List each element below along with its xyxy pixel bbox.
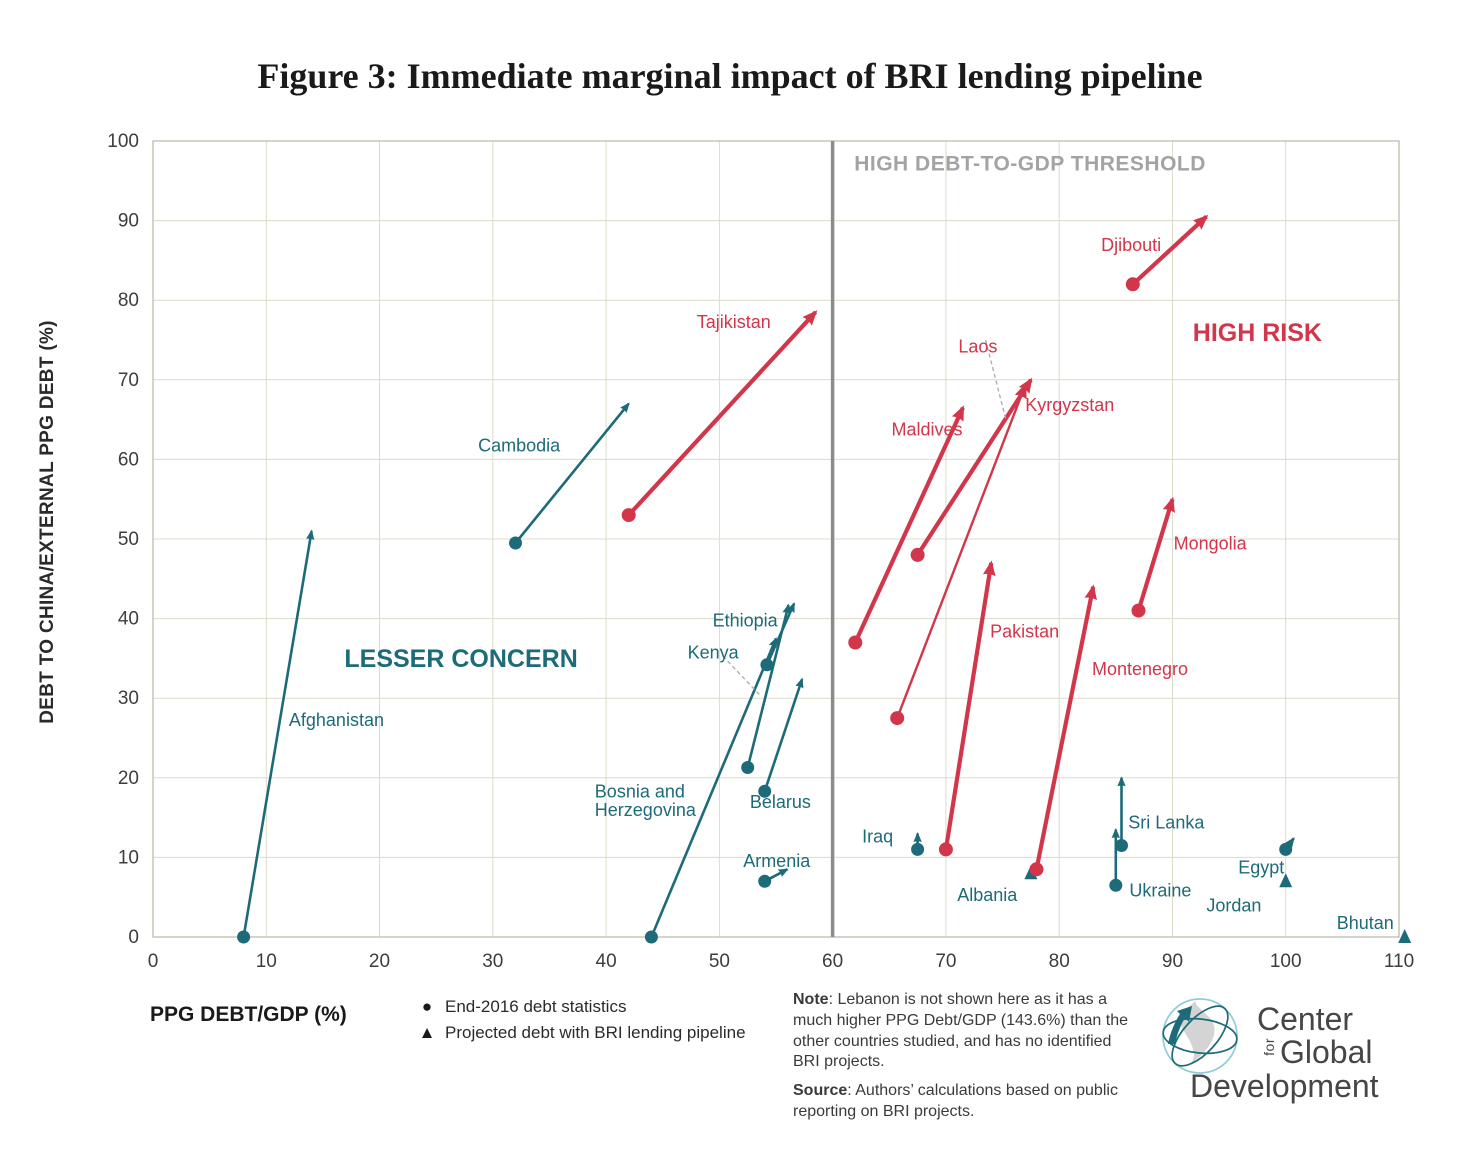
svg-text:HIGH RISK: HIGH RISK: [1193, 319, 1322, 347]
svg-text:70: 70: [118, 370, 139, 391]
svg-text:40: 40: [596, 951, 617, 972]
svg-text:100: 100: [1270, 951, 1302, 972]
svg-text:80: 80: [1049, 951, 1070, 972]
svg-text:30: 30: [482, 951, 503, 972]
svg-text:Iraq: Iraq: [862, 826, 893, 846]
svg-text:Djibouti: Djibouti: [1101, 235, 1161, 255]
svg-text:20: 20: [369, 951, 390, 972]
svg-text:Belarus: Belarus: [750, 792, 811, 812]
svg-text:Jordan: Jordan: [1206, 896, 1261, 916]
svg-text:Armenia: Armenia: [743, 851, 811, 871]
svg-text:Bhutan: Bhutan: [1337, 913, 1394, 933]
svg-text:Cambodia: Cambodia: [478, 435, 561, 455]
svg-text:70: 70: [935, 951, 956, 972]
svg-text:Afghanistan: Afghanistan: [289, 710, 384, 730]
svg-text:Ukraine: Ukraine: [1129, 880, 1191, 900]
svg-text:100: 100: [107, 131, 139, 152]
svg-text:40: 40: [118, 609, 139, 630]
svg-text:90: 90: [1162, 951, 1183, 972]
svg-text:Egypt: Egypt: [1238, 857, 1284, 877]
svg-text:60: 60: [118, 449, 139, 470]
svg-text:Kyrgyzstan: Kyrgyzstan: [1025, 395, 1114, 415]
svg-text:Laos: Laos: [958, 337, 997, 357]
svg-text:Maldives: Maldives: [892, 420, 963, 440]
svg-text:0: 0: [128, 927, 139, 948]
svg-text:Bosnia and: Bosnia and: [595, 782, 685, 802]
svg-text:Tajikistan: Tajikistan: [697, 312, 771, 332]
svg-text:Ethiopia: Ethiopia: [713, 611, 779, 631]
svg-text:Albania: Albania: [957, 885, 1018, 905]
svg-text:Kenya: Kenya: [688, 642, 740, 662]
svg-text:Mongolia: Mongolia: [1174, 533, 1248, 553]
svg-text:60: 60: [822, 951, 843, 972]
svg-text:80: 80: [118, 290, 139, 311]
svg-text:50: 50: [118, 529, 139, 550]
svg-text:Pakistan: Pakistan: [990, 622, 1059, 642]
svg-text:Sri Lanka: Sri Lanka: [1128, 813, 1205, 833]
svg-text:110: 110: [1384, 951, 1414, 972]
svg-text:Herzegovina: Herzegovina: [595, 800, 697, 820]
svg-text:50: 50: [709, 951, 730, 972]
svg-text:0: 0: [148, 951, 159, 972]
svg-text:Montenegro: Montenegro: [1092, 659, 1188, 679]
svg-text:LESSER CONCERN: LESSER CONCERN: [344, 645, 577, 673]
svg-text:10: 10: [118, 847, 139, 868]
svg-text:10: 10: [256, 951, 277, 972]
svg-text:30: 30: [118, 688, 139, 709]
svg-text:90: 90: [118, 211, 139, 232]
svg-text:20: 20: [118, 768, 139, 789]
svg-text:HIGH DEBT-TO-GDP THRESHOLD: HIGH DEBT-TO-GDP THRESHOLD: [854, 153, 1206, 176]
